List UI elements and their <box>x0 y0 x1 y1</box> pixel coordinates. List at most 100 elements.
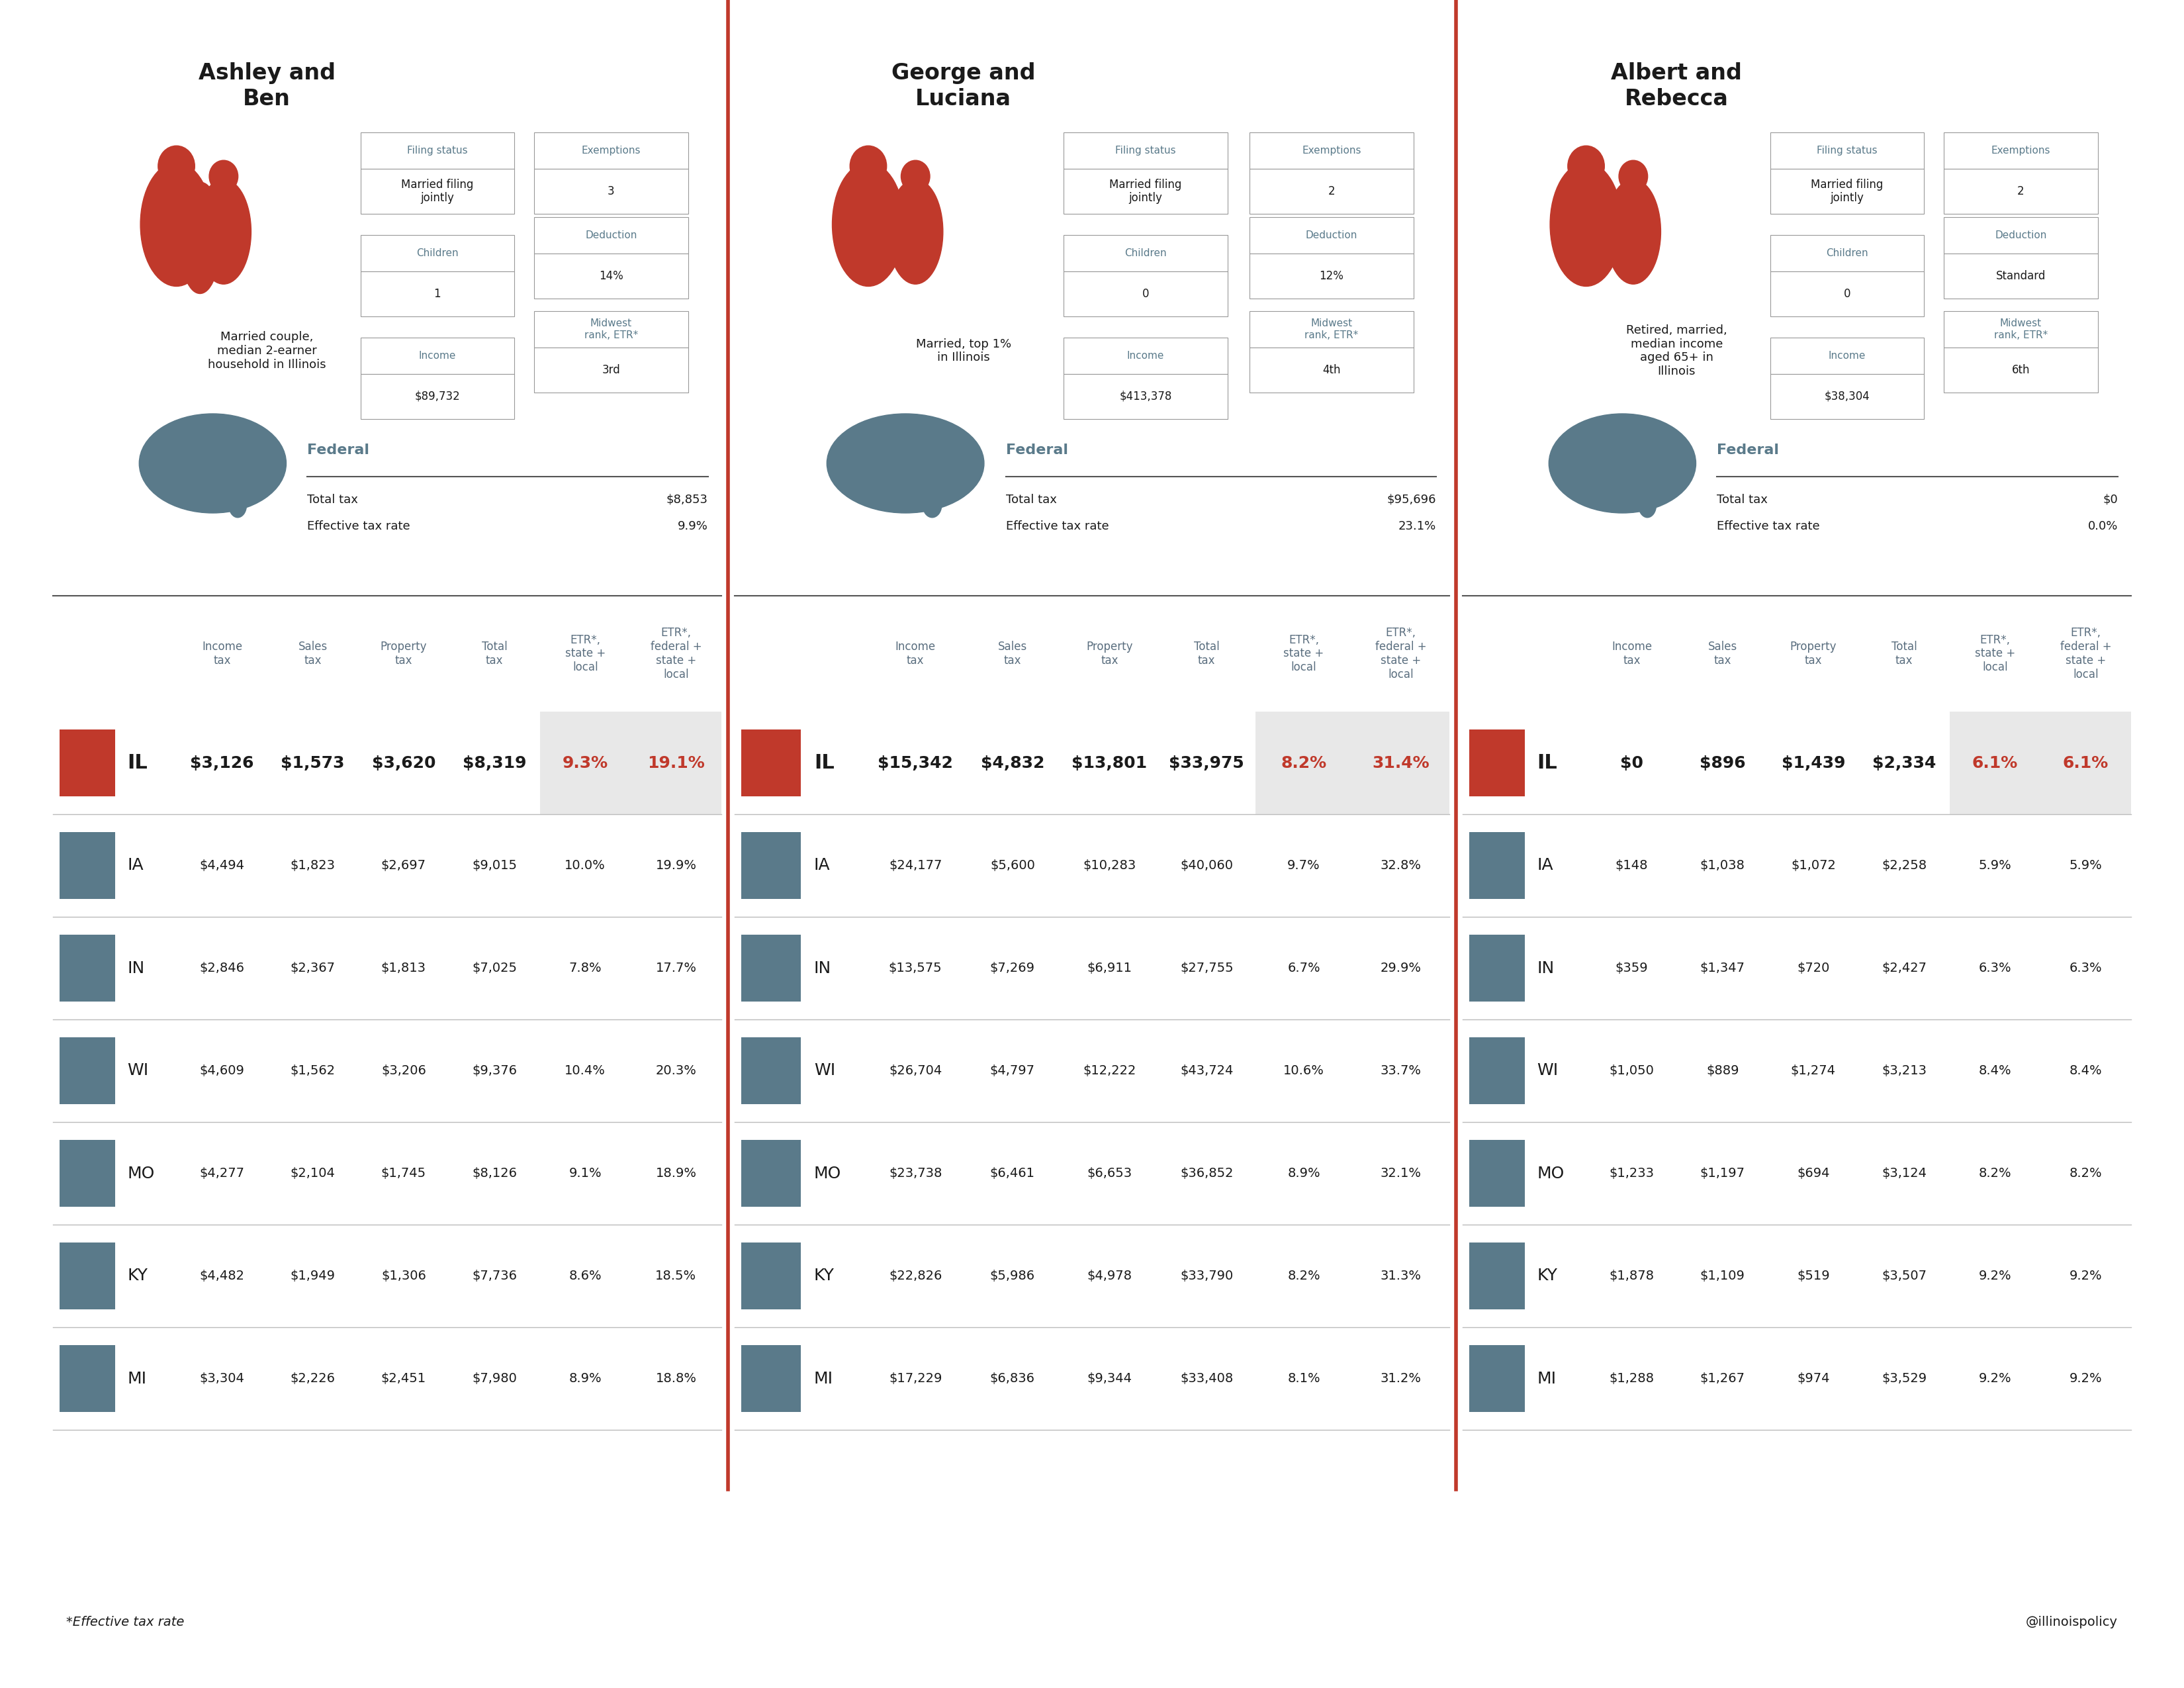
Ellipse shape <box>832 162 904 287</box>
Text: $8,126: $8,126 <box>472 1166 518 1180</box>
Text: Deduction: Deduction <box>1994 230 2046 240</box>
Text: 8.2%: 8.2% <box>1280 755 1326 771</box>
FancyBboxPatch shape <box>1249 169 1413 214</box>
Text: Married couple,
median 2-earner
household in Illinois: Married couple, median 2-earner househol… <box>207 331 325 371</box>
Text: ETR*,
federal +
state +
local: ETR*, federal + state + local <box>1376 626 1426 680</box>
Text: Effective tax rate: Effective tax rate <box>308 520 411 532</box>
Text: Effective tax rate: Effective tax rate <box>1007 520 1109 532</box>
Text: $413,378: $413,378 <box>1120 390 1173 402</box>
FancyBboxPatch shape <box>1249 253 1413 299</box>
Text: $2,334: $2,334 <box>1872 755 1935 771</box>
Text: 14%: 14% <box>598 270 622 282</box>
FancyBboxPatch shape <box>740 1139 802 1207</box>
Text: $26,704: $26,704 <box>889 1065 941 1077</box>
Text: ETR*,
federal +
state +
local: ETR*, federal + state + local <box>2060 626 2112 680</box>
FancyBboxPatch shape <box>535 311 688 348</box>
Text: $3,507: $3,507 <box>1883 1269 1926 1283</box>
Text: $2,846: $2,846 <box>199 962 245 974</box>
Text: Standard: Standard <box>1996 270 2046 282</box>
FancyBboxPatch shape <box>1769 169 1924 214</box>
Text: MO: MO <box>815 1165 841 1182</box>
Text: $2,367: $2,367 <box>290 962 336 974</box>
Text: 19.9%: 19.9% <box>655 859 697 871</box>
FancyBboxPatch shape <box>1064 272 1227 316</box>
Text: 9.7%: 9.7% <box>1286 859 1319 871</box>
Text: $2,697: $2,697 <box>380 859 426 871</box>
Text: Exemptions: Exemptions <box>581 145 640 155</box>
Text: 6.7%: 6.7% <box>1286 962 1319 974</box>
Text: 10.4%: 10.4% <box>566 1065 605 1077</box>
Text: $4,797: $4,797 <box>989 1065 1035 1077</box>
Ellipse shape <box>1548 414 1697 513</box>
Text: $7,269: $7,269 <box>989 962 1035 974</box>
Text: Total tax: Total tax <box>1007 495 1057 506</box>
Text: $1,274: $1,274 <box>1791 1065 1837 1077</box>
Ellipse shape <box>902 160 930 192</box>
Text: $148: $148 <box>1616 859 1649 871</box>
FancyBboxPatch shape <box>360 272 513 316</box>
Text: 9.2%: 9.2% <box>1979 1269 2011 1283</box>
Text: $33,408: $33,408 <box>1179 1372 1234 1384</box>
Text: $974: $974 <box>1797 1372 1830 1384</box>
FancyBboxPatch shape <box>59 1038 116 1104</box>
Text: $36,852: $36,852 <box>1179 1166 1234 1180</box>
Text: Filing status: Filing status <box>406 145 467 155</box>
Text: Federal: Federal <box>1007 444 1068 457</box>
Text: 32.8%: 32.8% <box>1380 859 1422 871</box>
Text: IN: IN <box>127 960 144 976</box>
Text: 23.1%: 23.1% <box>1398 520 1437 532</box>
Ellipse shape <box>181 213 218 294</box>
Text: 19.1%: 19.1% <box>646 755 705 771</box>
Text: $8,853: $8,853 <box>666 495 708 506</box>
Text: $95,696: $95,696 <box>1387 495 1437 506</box>
Text: 18.5%: 18.5% <box>655 1269 697 1283</box>
Text: $1,745: $1,745 <box>380 1166 426 1180</box>
Text: Income: Income <box>1127 351 1164 361</box>
FancyBboxPatch shape <box>1064 375 1227 419</box>
FancyBboxPatch shape <box>1064 338 1227 375</box>
Text: $10,283: $10,283 <box>1083 859 1136 871</box>
Text: $1,109: $1,109 <box>1699 1269 1745 1283</box>
Text: WI: WI <box>127 1063 149 1079</box>
Text: Total
tax: Total tax <box>1195 641 1219 667</box>
FancyBboxPatch shape <box>59 1242 116 1310</box>
FancyBboxPatch shape <box>360 169 513 214</box>
Text: *Effective tax rate: *Effective tax rate <box>66 1615 183 1629</box>
Text: $1,050: $1,050 <box>1610 1065 1653 1077</box>
Text: Midwest
rank, ETR*: Midwest rank, ETR* <box>1994 319 2049 339</box>
Text: Albert and
Rebecca: Albert and Rebecca <box>1612 62 1743 110</box>
Text: Midwest
rank, ETR*: Midwest rank, ETR* <box>1304 319 1358 339</box>
Text: $2,226: $2,226 <box>290 1372 336 1384</box>
Text: ETR*,
state +
local: ETR*, state + local <box>1974 635 2016 674</box>
Text: $33,975: $33,975 <box>1168 755 1245 771</box>
Ellipse shape <box>850 145 887 187</box>
Text: $2,258: $2,258 <box>1883 859 1926 871</box>
Text: $1,949: $1,949 <box>290 1269 336 1283</box>
Text: $4,494: $4,494 <box>199 859 245 871</box>
FancyBboxPatch shape <box>1470 729 1524 797</box>
FancyBboxPatch shape <box>1064 235 1227 272</box>
Text: 8.4%: 8.4% <box>1979 1065 2011 1077</box>
FancyBboxPatch shape <box>1249 218 1413 253</box>
FancyBboxPatch shape <box>1470 832 1524 898</box>
Ellipse shape <box>197 179 251 284</box>
FancyBboxPatch shape <box>1944 253 2097 299</box>
Text: $2,451: $2,451 <box>380 1372 426 1384</box>
Text: 20.3%: 20.3% <box>655 1065 697 1077</box>
Text: $1,072: $1,072 <box>1791 859 1837 871</box>
Text: $9,344: $9,344 <box>1088 1372 1131 1384</box>
FancyBboxPatch shape <box>535 218 688 253</box>
FancyBboxPatch shape <box>740 935 802 1001</box>
FancyBboxPatch shape <box>1769 132 1924 169</box>
Text: $4,978: $4,978 <box>1088 1269 1131 1283</box>
Ellipse shape <box>1605 179 1660 284</box>
Text: $33,790: $33,790 <box>1179 1269 1234 1283</box>
Text: $40,060: $40,060 <box>1179 859 1234 871</box>
Text: Income: Income <box>1828 351 1865 361</box>
Text: 6.1%: 6.1% <box>2062 755 2108 771</box>
Text: 6.1%: 6.1% <box>1972 755 2018 771</box>
Text: $359: $359 <box>1616 962 1649 974</box>
Text: $1,306: $1,306 <box>382 1269 426 1283</box>
FancyBboxPatch shape <box>535 132 688 169</box>
Text: $720: $720 <box>1797 962 1830 974</box>
